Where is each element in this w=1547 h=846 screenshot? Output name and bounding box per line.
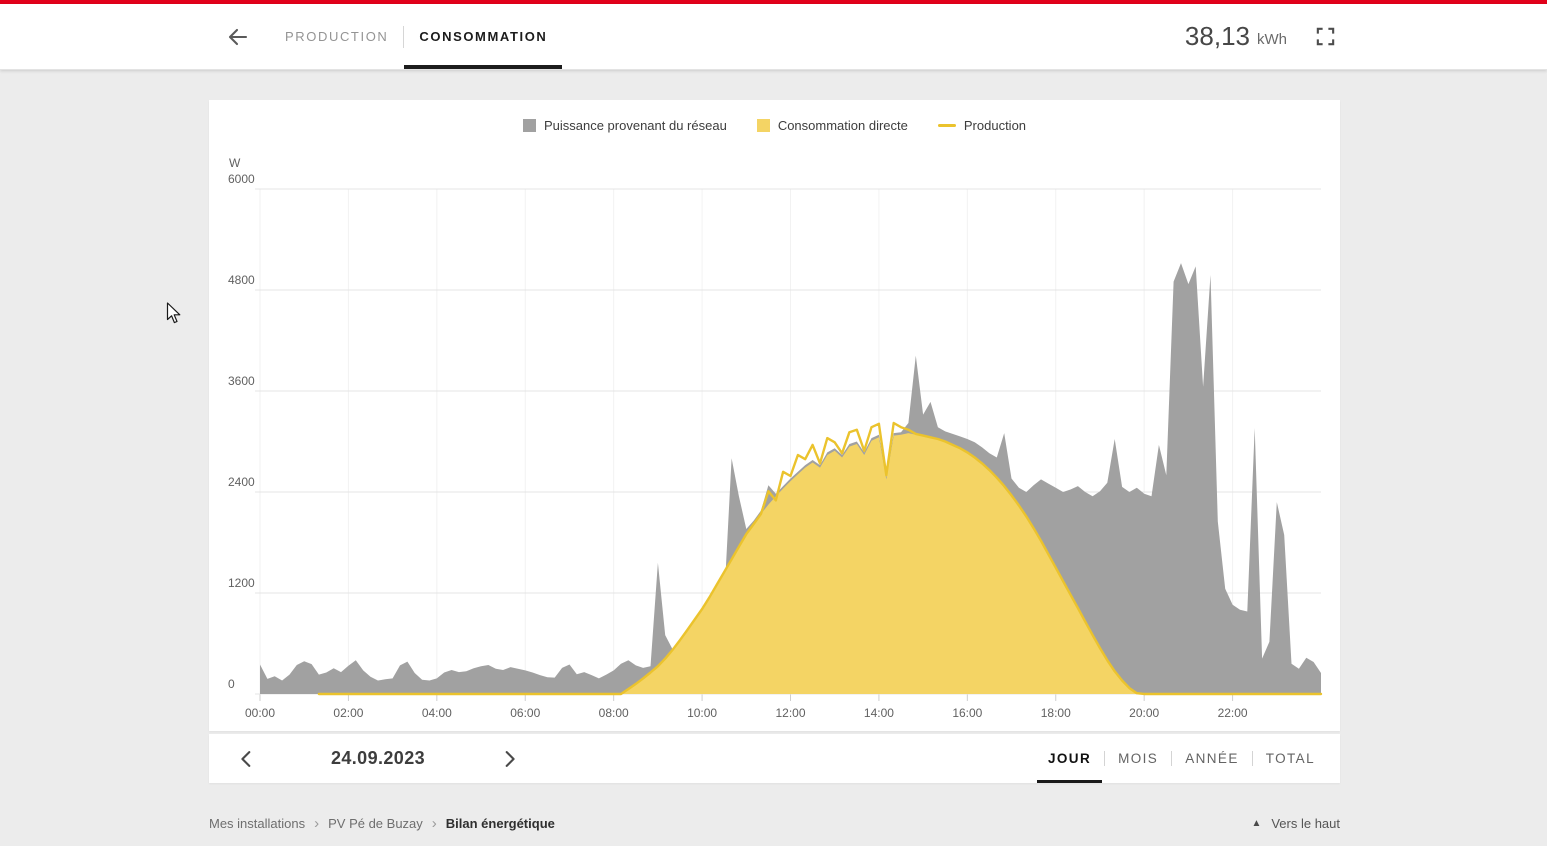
header-total: 38,13 kWh <box>1185 21 1337 52</box>
period-divider <box>1171 751 1173 766</box>
svg-text:22:00: 22:00 <box>1218 706 1248 720</box>
next-day-button[interactable] <box>498 748 520 770</box>
tab-production-label: PRODUCTION <box>285 29 389 44</box>
svg-text:10:00: 10:00 <box>687 706 717 720</box>
svg-text:18:00: 18:00 <box>1041 706 1071 720</box>
svg-text:4800: 4800 <box>228 273 255 287</box>
date-navigation-bar: 24.09.2023 JOUR MOIS ANNÉE TOTAL <box>209 734 1340 783</box>
triangle-up-icon: ▲ <box>1251 817 1262 829</box>
svg-text:04:00: 04:00 <box>422 706 452 720</box>
legend-production-label: Production <box>963 118 1027 133</box>
chart-svg[interactable]: 00:00 02:00 04:00 06:00 08:00 10:00 12:00 14:00… <box>209 100 1340 731</box>
energy-balance-chart-panel: 00:00 02:00 04:00 06:00 08:00 10:00 12:00 14:00… <box>209 100 1340 731</box>
breadcrumb-my-installations[interactable]: Mes installations <box>209 815 306 831</box>
grid-power-swatch-icon <box>522 119 536 132</box>
chart-legend: Puissance provenant du réseau Consommati… <box>209 118 1340 133</box>
svg-text:6000: 6000 <box>228 172 255 186</box>
back-button[interactable] <box>226 25 250 49</box>
total-energy-unit: kWh <box>1257 31 1287 48</box>
previous-day-button[interactable] <box>236 748 258 770</box>
period-tab-total-label: TOTAL <box>1265 751 1315 766</box>
period-tab-jour[interactable]: JOUR <box>1035 734 1104 783</box>
chevron-left-icon <box>241 750 251 767</box>
selected-date[interactable]: 24.09.2023 <box>330 748 426 768</box>
legend-direct-consumption-label: Consommation directe <box>777 118 908 133</box>
arrow-left-icon <box>228 28 248 45</box>
svg-text:W: W <box>229 156 241 170</box>
period-tabs: JOUR MOIS ANNÉE TOTAL <box>1035 734 1328 783</box>
svg-text:08:00: 08:00 <box>599 706 629 720</box>
tab-divider <box>403 25 405 48</box>
tab-consommation-label: CONSOMMATION <box>419 29 548 44</box>
svg-text:16:00: 16:00 <box>952 706 982 720</box>
period-tab-annee[interactable]: ANNÉE <box>1172 734 1252 783</box>
svg-text:06:00: 06:00 <box>510 706 540 720</box>
svg-text:12:00: 12:00 <box>775 706 805 720</box>
period-divider <box>1104 751 1106 766</box>
tab-production[interactable]: PRODUCTION <box>270 4 403 69</box>
total-energy-value: 38,13 <box>1184 21 1250 51</box>
breadcrumb-current-page: Bilan énergétique <box>445 815 555 831</box>
period-tab-total[interactable]: TOTAL <box>1253 734 1328 783</box>
period-tab-jour-label: JOUR <box>1048 751 1092 766</box>
view-tabs: PRODUCTION CONSOMMATION <box>270 4 563 69</box>
period-tab-mois[interactable]: MOIS <box>1105 734 1171 783</box>
production-line-swatch-icon <box>937 124 956 127</box>
period-tab-annee-label: ANNÉE <box>1185 751 1239 766</box>
mouse-cursor-icon <box>166 302 181 324</box>
back-to-top-label: Vers le haut <box>1271 815 1340 831</box>
legend-item-grid-power[interactable]: Puissance provenant du réseau <box>522 118 727 133</box>
legend-item-production[interactable]: Production <box>937 118 1027 133</box>
fullscreen-button[interactable] <box>1314 25 1337 48</box>
chevron-right-icon <box>505 750 515 767</box>
breadcrumb: Mes installations › PV Pé de Buzay › Bil… <box>209 806 1340 840</box>
brand-accent-bar <box>0 0 1547 4</box>
svg-text:00:00: 00:00 <box>245 706 275 720</box>
svg-text:14:00: 14:00 <box>864 706 894 720</box>
legend-grid-power-label: Puissance provenant du réseau <box>543 118 727 133</box>
breadcrumb-installation[interactable]: PV Pé de Buzay <box>328 815 423 831</box>
svg-text:3600: 3600 <box>228 374 255 388</box>
svg-text:02:00: 02:00 <box>333 706 363 720</box>
svg-text:2400: 2400 <box>228 475 255 489</box>
svg-text:0: 0 <box>228 677 235 691</box>
legend-item-direct-consumption[interactable]: Consommation directe <box>756 118 908 133</box>
breadcrumb-chevron-icon: › <box>431 814 437 832</box>
tab-consommation[interactable]: CONSOMMATION <box>404 4 563 69</box>
header: PRODUCTION CONSOMMATION 38,13 kWh <box>0 4 1547 70</box>
direct-consumption-swatch-icon <box>756 119 770 132</box>
period-divider <box>1251 751 1253 766</box>
fullscreen-icon <box>1316 27 1335 46</box>
back-to-top-button[interactable]: ▲ Vers le haut <box>1251 816 1340 831</box>
breadcrumb-chevron-icon: › <box>314 814 320 832</box>
svg-text:20:00: 20:00 <box>1129 706 1159 720</box>
period-tab-mois-label: MOIS <box>1118 751 1159 766</box>
svg-text:1200: 1200 <box>228 576 255 590</box>
